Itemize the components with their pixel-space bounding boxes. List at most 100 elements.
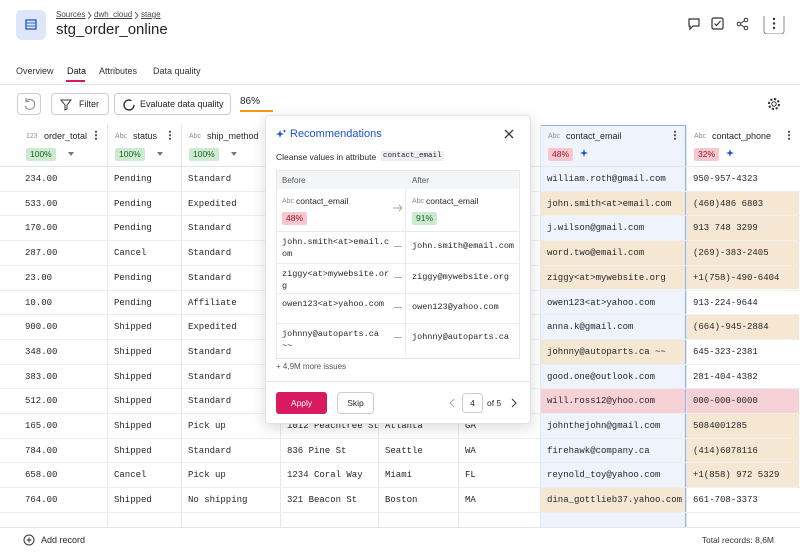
divider (0, 84, 800, 85)
column-name: contact_email (566, 131, 622, 141)
row-divider (0, 487, 800, 489)
page-total: of 5 (487, 398, 502, 408)
arrow (394, 277, 402, 278)
cell: +1(858) 972 5329 (693, 470, 780, 481)
cell: WA (465, 445, 476, 456)
evaluate-button[interactable]: Evaluate data quality (114, 93, 231, 115)
breadcrumb[interactable]: dwh_cloud (94, 10, 133, 19)
cell: john.smith<at>email.com (547, 198, 672, 209)
tab-active[interactable]: Data (67, 66, 87, 76)
cell: johnny@autoparts.ca ~~ (547, 346, 666, 357)
cell: Seattle (385, 445, 423, 456)
cell: 645-323-2381 (693, 346, 758, 357)
undo-icon (24, 98, 36, 110)
type-label: 123 (26, 133, 38, 140)
after-value: john.smith@email.com (412, 241, 515, 251)
close-button[interactable] (504, 129, 514, 139)
after-value: owen123@yahoo.com (412, 302, 499, 312)
tab[interactable]: Attributes (99, 66, 138, 76)
cell: Shipped (114, 495, 152, 506)
cell: No shipping (188, 495, 248, 506)
cell: 658.00 (25, 470, 58, 481)
quality-badge: 32% (694, 148, 720, 161)
row-divider (277, 263, 519, 264)
type-label: Abc (412, 198, 425, 205)
breadcrumb[interactable]: stage (141, 10, 161, 19)
cell: 900.00 (25, 322, 58, 333)
cell: 287.00 (25, 248, 58, 259)
cell: ziggy<at>mywebsite.org (547, 272, 666, 283)
attribute-chip: contact_email (381, 151, 444, 161)
table-icon (25, 19, 37, 30)
cell: (414)6078116 (693, 445, 758, 456)
settings-icon[interactable] (767, 97, 781, 111)
badge-caret (231, 152, 237, 159)
cell: Atlanta (385, 421, 423, 431)
chevron (134, 11, 139, 20)
skip-button[interactable]: Skip (337, 392, 374, 414)
button-label: Filter (79, 99, 99, 109)
after-value: johnny@autoparts.ca (412, 332, 509, 342)
cell: 784.00 (25, 445, 58, 456)
quality-badge: 100% (189, 148, 219, 161)
type-label: Abc (548, 133, 561, 140)
flagged-cell (541, 488, 685, 512)
quality-badge: 100% (115, 148, 145, 161)
cell: 950-957-4323 (693, 174, 758, 184)
apply-button[interactable]: Apply (276, 392, 327, 414)
prev-button[interactable] (448, 398, 456, 408)
column-menu (788, 130, 790, 140)
chevron (87, 11, 92, 20)
breadcrumb[interactable]: Sources (56, 10, 86, 19)
cell: Standard (188, 223, 232, 234)
before-value: johnny@autoparts.ca ~~ (282, 329, 379, 351)
add-record[interactable]: Add record (41, 535, 86, 545)
type-label: Abc (189, 133, 202, 140)
cell: Standard (188, 272, 232, 283)
column-name: status (133, 131, 158, 141)
cell: (460)486 6803 (693, 198, 764, 209)
cell: Pending (114, 198, 152, 209)
attribute-name: contact_email (426, 196, 479, 206)
column-menu (95, 130, 97, 140)
cell: 234.00 (25, 174, 58, 184)
filter-button[interactable]: Filter (51, 93, 109, 115)
cell: 1234 Coral Way (287, 470, 363, 481)
cell: (664)-945-2884 (693, 322, 769, 333)
cell: Shipped (114, 346, 152, 357)
cell: 533.00 (25, 198, 58, 209)
quality-badge: 91% (412, 212, 438, 225)
cell: owen123<at>yahoo.com (547, 297, 656, 308)
button-label: Evaluate data quality (140, 99, 224, 109)
tab[interactable]: Overview (16, 66, 54, 76)
tab[interactable]: Data quality (153, 66, 201, 76)
cell: Cancel (114, 470, 147, 481)
flagged-cell (541, 191, 685, 216)
score-bar (240, 110, 273, 112)
header-actions[interactable] (686, 16, 786, 34)
cell: firehawk@company.ca (547, 445, 650, 456)
column-divider (181, 124, 182, 534)
add-icon[interactable] (23, 534, 35, 546)
badge-caret (157, 152, 163, 159)
cell: Pending (114, 223, 152, 234)
next-button[interactable] (510, 398, 518, 408)
cell: anna.k@gmail.com (547, 322, 634, 333)
cell: 512.00 (25, 396, 58, 407)
undo-button[interactable] (17, 93, 41, 115)
table-footer: Add record Total records: 8,6M (0, 527, 800, 552)
cell: will.ross12@yhoo.com (547, 396, 656, 407)
cell: reynold_toy@yahoo.com (547, 470, 661, 481)
tab-indicator (66, 80, 85, 82)
recommendations-popup: Recommendations Cleanse values in attrib… (265, 115, 531, 424)
page-title: stg_order_online (56, 21, 168, 38)
after-value: ziggy@mywebsite.org (412, 272, 509, 282)
page-input[interactable]: 4 (462, 393, 483, 413)
arrow (393, 204, 403, 212)
sparkle-icon (276, 129, 287, 138)
before-label: Before (282, 176, 306, 185)
instruction: Cleanse values in attribute (276, 152, 377, 162)
cell: johnthejohn@gmail.com (547, 421, 661, 431)
column-divider (686, 124, 687, 534)
